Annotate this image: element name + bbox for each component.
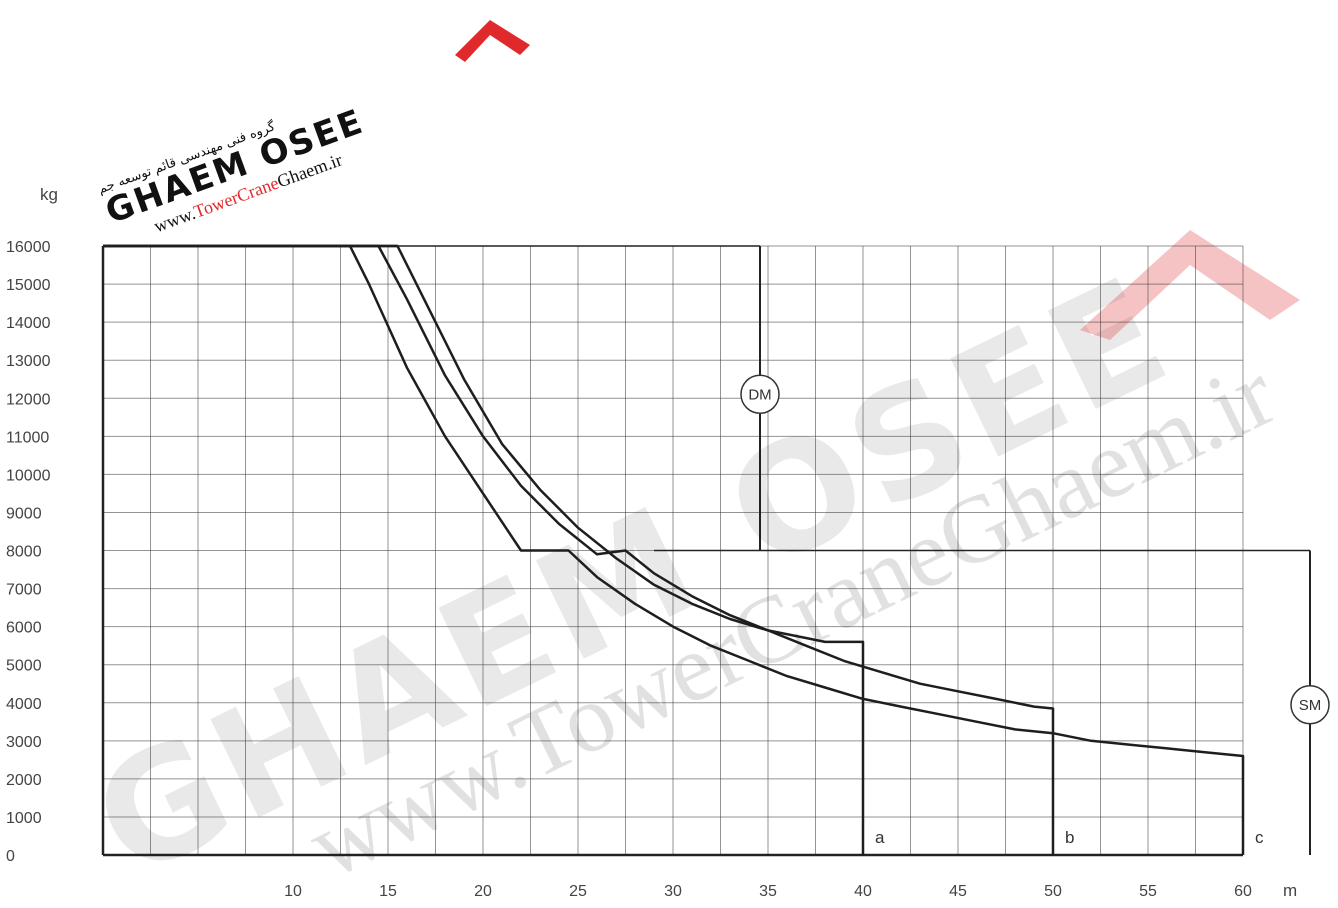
axis-units: kg m bbox=[40, 185, 1297, 900]
y-tick-label: 4000 bbox=[6, 696, 42, 713]
y-tick-label: 0 bbox=[6, 848, 15, 865]
load-curve-b bbox=[103, 244, 1055, 855]
end-label-b: b bbox=[1065, 828, 1074, 847]
end-label-c: c bbox=[1255, 828, 1264, 847]
x-tick-label: 20 bbox=[474, 883, 492, 900]
chart-annotations: DM SM a b c bbox=[397, 245, 1330, 855]
y-tick-label: 16000 bbox=[6, 239, 51, 256]
x-tick-label: 50 bbox=[1044, 883, 1062, 900]
x-tick-label: 25 bbox=[569, 883, 587, 900]
x-tick-label: 40 bbox=[854, 883, 872, 900]
x-tick-label: 60 bbox=[1234, 883, 1252, 900]
x-tick-label: 35 bbox=[759, 883, 777, 900]
x-axis-ticks: 10 15 20 25 30 35 40 45 50 55 60 bbox=[284, 883, 1252, 900]
y-tick-label: 10000 bbox=[6, 467, 51, 484]
end-label-a: a bbox=[875, 828, 885, 847]
y-tick-label: 1000 bbox=[6, 810, 42, 827]
y-tick-label: 11000 bbox=[6, 429, 49, 446]
y-tick-label: 14000 bbox=[6, 315, 51, 332]
x-axis-unit: m bbox=[1283, 881, 1297, 900]
dm-circle bbox=[740, 374, 780, 414]
load-curves bbox=[103, 244, 1245, 855]
load-curve-c bbox=[103, 244, 1245, 855]
y-tick-label: 7000 bbox=[6, 582, 42, 599]
y-tick-label: 5000 bbox=[6, 658, 42, 675]
y-tick-label: 9000 bbox=[6, 505, 42, 522]
y-tick-label: 2000 bbox=[6, 772, 42, 789]
watermark-roof-icon bbox=[1080, 230, 1300, 340]
logo-roof-icon bbox=[455, 20, 530, 62]
dm-label: DM bbox=[748, 386, 771, 403]
x-tick-label: 55 bbox=[1139, 883, 1157, 900]
y-axis-ticks: 0 1000 2000 3000 4000 5000 6000 7000 8000 9000 100… bbox=[6, 239, 51, 865]
y-tick-label: 13000 bbox=[6, 353, 51, 370]
y-tick-label: 8000 bbox=[6, 544, 42, 561]
x-tick-label: 30 bbox=[664, 883, 682, 900]
y-tick-label: 15000 bbox=[6, 277, 51, 294]
y-axis-unit: kg bbox=[40, 185, 58, 204]
y-tick-label: 6000 bbox=[6, 620, 42, 637]
x-tick-label: 10 bbox=[284, 883, 302, 900]
sm-circle bbox=[1290, 685, 1330, 725]
x-tick-label: 45 bbox=[949, 883, 967, 900]
sm-label: SM bbox=[1299, 697, 1322, 714]
x-tick-label: 15 bbox=[379, 883, 397, 900]
watermark-brand-text: GHAEM OSEE bbox=[70, 243, 1197, 908]
y-tick-label: 12000 bbox=[6, 391, 51, 408]
y-tick-label: 3000 bbox=[6, 734, 42, 751]
load-curve-a bbox=[103, 244, 865, 855]
